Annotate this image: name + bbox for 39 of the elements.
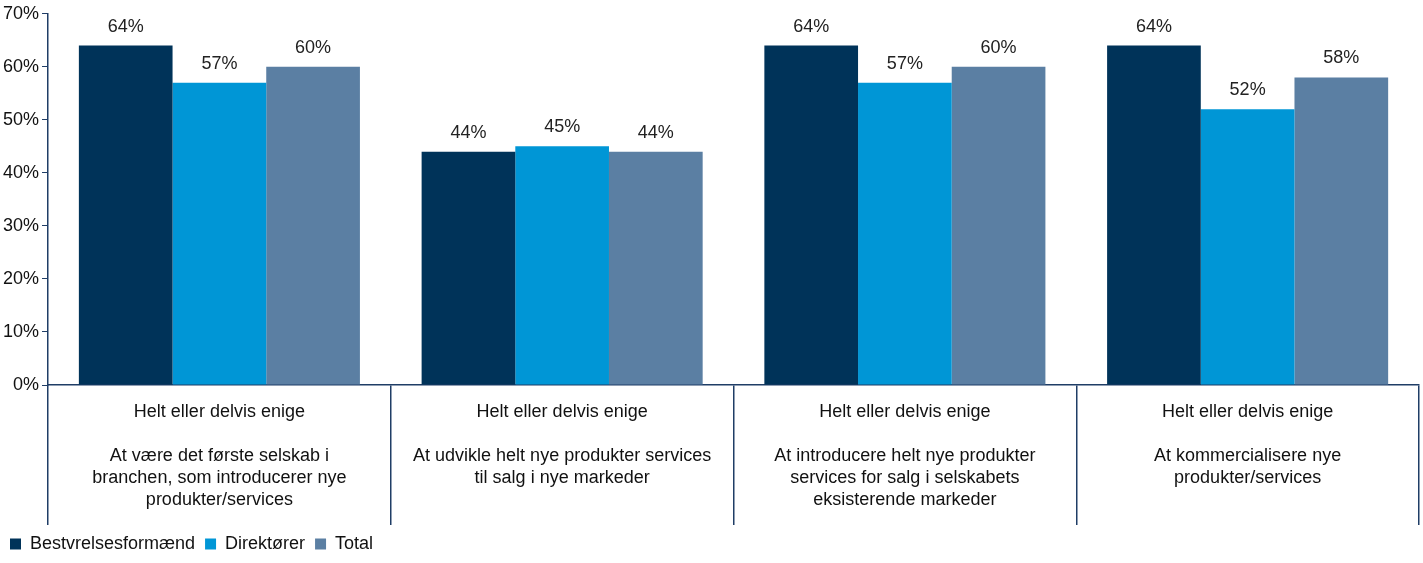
bar (172, 82, 267, 385)
legend-label: Direktører (225, 532, 306, 553)
data-label: 44% (637, 121, 674, 142)
y-tick-label: 20% (3, 267, 40, 288)
y-tick-label: 70% (3, 2, 40, 23)
data-label: 44% (450, 121, 487, 142)
bar (421, 151, 516, 385)
data-label: 60% (295, 36, 332, 57)
bar (764, 45, 859, 385)
bar (608, 151, 703, 385)
y-tick-label: 30% (3, 214, 40, 235)
bar (951, 66, 1046, 385)
data-label: 57% (886, 52, 923, 73)
bar (266, 66, 360, 385)
y-tick-label: 0% (13, 373, 40, 394)
category-label: Helt eller delvis enige At kommercialisere nye produkter/services (1154, 400, 1342, 487)
bar (515, 146, 609, 385)
data-label: 64% (793, 15, 830, 36)
data-label: 45% (544, 116, 581, 137)
bar (1294, 77, 1389, 385)
bar (1107, 45, 1201, 385)
data-label: 52% (1229, 79, 1266, 100)
y-tick-label: 10% (3, 320, 40, 341)
legend-label: Bestvrelsesformænd (30, 532, 196, 553)
bar (1200, 109, 1295, 385)
data-label: 64% (1135, 15, 1172, 36)
legend-label: Total (335, 532, 374, 553)
data-label: 64% (107, 15, 144, 36)
data-label: 60% (980, 36, 1017, 57)
y-tick-label: 50% (3, 108, 40, 129)
category-label: Helt eller delvis enige At udvikle helt nye produkter services til salg i nye markeder (413, 400, 712, 487)
category-label: Helt eller delvis enige At være det første selskab i branchen, som introducerer nye produkter/services (92, 400, 347, 509)
category-label: Helt eller delvis enige At introducere helt nye produkter services for salg i selskabets eksisterende markeder (774, 400, 1036, 509)
bar (78, 45, 173, 385)
y-tick-label: 60% (3, 55, 40, 76)
data-label: 58% (1323, 47, 1360, 68)
y-tick-label: 40% (3, 161, 40, 182)
bar (858, 82, 952, 385)
data-label: 57% (201, 52, 238, 73)
